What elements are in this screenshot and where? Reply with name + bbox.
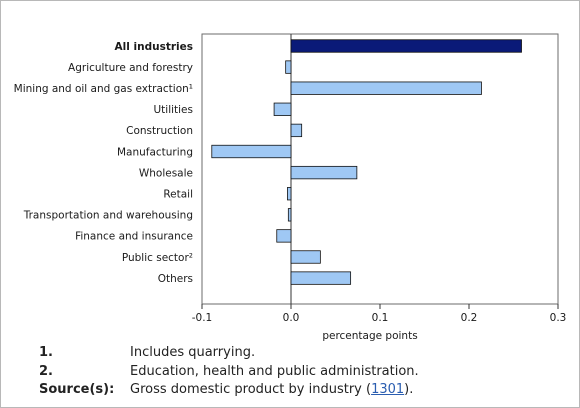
bar-11 [290, 271, 352, 285]
bar-2 [290, 81, 482, 95]
category-label-7: Retail [163, 189, 193, 201]
bar-10 [290, 250, 321, 264]
bar-1 [285, 60, 292, 74]
bar-4 [290, 123, 303, 138]
bar-7 [287, 187, 292, 201]
category-label-6: Wholesale [139, 167, 193, 179]
x-tick-label-0: -0.1 [192, 312, 213, 324]
footnote-1-key: 1. [39, 345, 53, 360]
bar-8 [287, 208, 292, 222]
footnote-2-key: 2. [39, 363, 53, 379]
category-label-2: Mining and oil and gas extraction¹ [14, 83, 193, 95]
source-table-link[interactable]: 1301 [371, 382, 405, 397]
bar-5 [211, 144, 292, 159]
x-tick-label-1: 0.0 [283, 312, 300, 324]
footnote-2-text: Education, health and public administrat… [130, 363, 419, 379]
category-label-0: All industries [115, 41, 193, 53]
footnotes: 1. Includes quarrying. 2. Education, healt… [39, 344, 559, 400]
bar-3 [273, 102, 292, 116]
bar-6 [290, 165, 358, 180]
x-tick-label-4: 0.3 [550, 312, 567, 324]
category-label-1: Agriculture and forestry [68, 62, 193, 74]
footnote-1: 1. Includes quarrying. [39, 344, 559, 363]
x-axis-title: percentage points [322, 330, 417, 341]
source-note: Source(s): Gross domestic product by indu… [39, 381, 559, 400]
footnote-2: 2. Education, health and public administr… [39, 363, 559, 382]
category-label-10: Public sector² [122, 252, 193, 264]
bar-0 [290, 39, 522, 53]
source-key: Source(s): [39, 382, 115, 397]
bar-chart: All industries Agriculture and forestry Mi… [14, 33, 567, 341]
category-label-5: Manufacturing [117, 146, 193, 158]
category-label-11: Others [158, 273, 193, 285]
category-label-9: Finance and insurance [75, 231, 193, 243]
plot-area: All industries Agriculture and forestry Mi… [14, 33, 567, 341]
source-text-end: ). [404, 382, 414, 397]
x-tick-label-3: 0.2 [461, 312, 478, 324]
source-text: Gross domestic product by industry ( [130, 382, 372, 397]
bar-9 [276, 229, 292, 243]
category-label-4: Construction [126, 125, 193, 137]
footnote-1-text: Includes quarrying. [130, 345, 256, 360]
category-label-3: Utilities [153, 104, 193, 116]
plot-border [201, 33, 559, 305]
category-label-8: Transportation and warehousing [23, 210, 193, 222]
x-tick-label-2: 0.1 [372, 312, 389, 324]
